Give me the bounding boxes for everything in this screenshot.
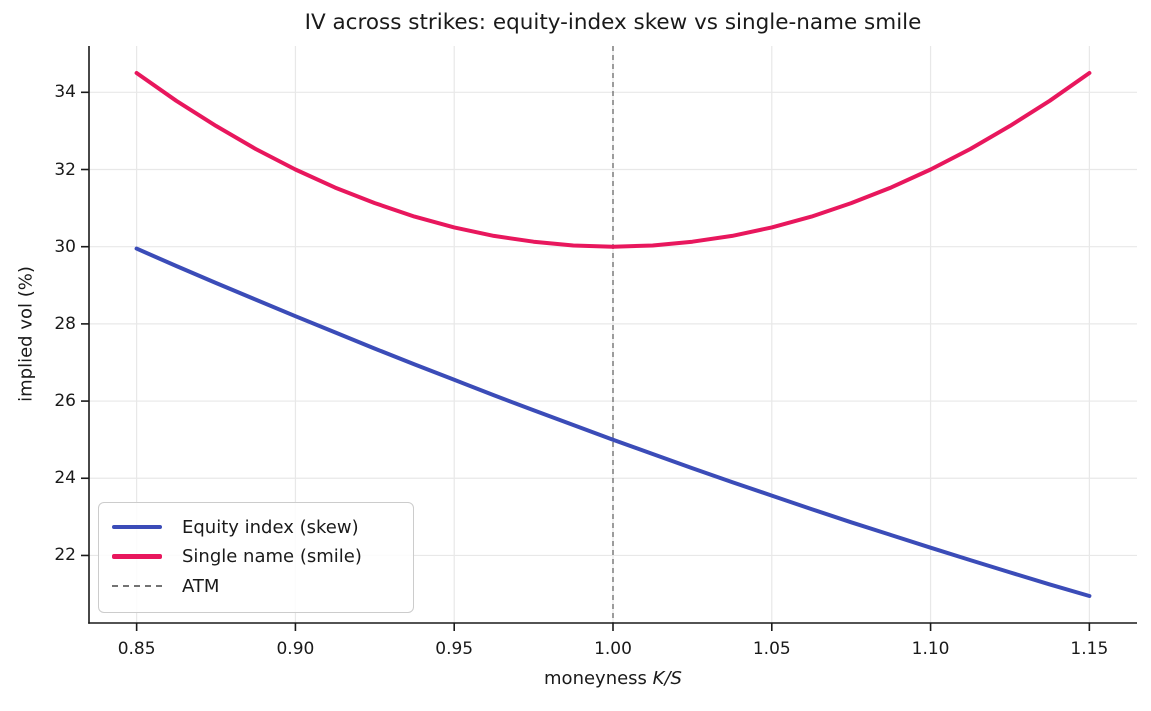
legend-row-equity-index: Equity index (skew) bbox=[112, 514, 399, 540]
x-tick-label-0.85: 0.85 bbox=[117, 639, 156, 659]
equity-index-line-swatch bbox=[112, 524, 162, 530]
x-axis-label-math: K/S bbox=[652, 668, 682, 689]
x-axis-label: moneyness K/S bbox=[89, 668, 1137, 689]
x-axis-label-text: moneyness bbox=[544, 668, 653, 689]
legend: Equity index (skew) Single name (smile) … bbox=[98, 502, 414, 613]
y-tick-label-28: 28 bbox=[54, 313, 76, 334]
y-tick-label-24: 24 bbox=[54, 468, 76, 489]
y-tick-label-32: 32 bbox=[54, 159, 76, 180]
x-tick-label-0.90: 0.90 bbox=[276, 639, 315, 659]
y-axis-label: implied vol (%) bbox=[15, 266, 37, 402]
legend-label-atm: ATM bbox=[182, 575, 220, 597]
y-tick-label-34: 34 bbox=[54, 82, 76, 103]
legend-label-single-name: Single name (smile) bbox=[182, 546, 362, 567]
atm-dashed-line-swatch bbox=[112, 585, 162, 587]
series-line-0 bbox=[134, 246, 1092, 598]
legend-label-equity-index: Equity index (skew) bbox=[182, 516, 359, 538]
y-tick-label-26: 26 bbox=[54, 391, 76, 412]
y-tick-label-22: 22 bbox=[54, 545, 76, 566]
series-line-1 bbox=[134, 71, 1092, 249]
x-tick-label-0.95: 0.95 bbox=[435, 639, 474, 659]
legend-row-single-name: Single name (smile) bbox=[112, 544, 399, 570]
chart-title: IV across strikes: equity-index skew vs … bbox=[304, 10, 922, 35]
x-tick-label-1.05: 1.05 bbox=[752, 639, 791, 659]
legend-row-atm: ATM bbox=[112, 573, 399, 599]
y-tick-label-30: 30 bbox=[54, 236, 76, 257]
x-tick-label-1.00: 1.00 bbox=[594, 639, 632, 659]
x-tick-label-1.15: 1.15 bbox=[1070, 639, 1109, 659]
x-tick-label-1.10: 1.10 bbox=[911, 639, 950, 659]
single-name-line-swatch bbox=[112, 554, 162, 559]
